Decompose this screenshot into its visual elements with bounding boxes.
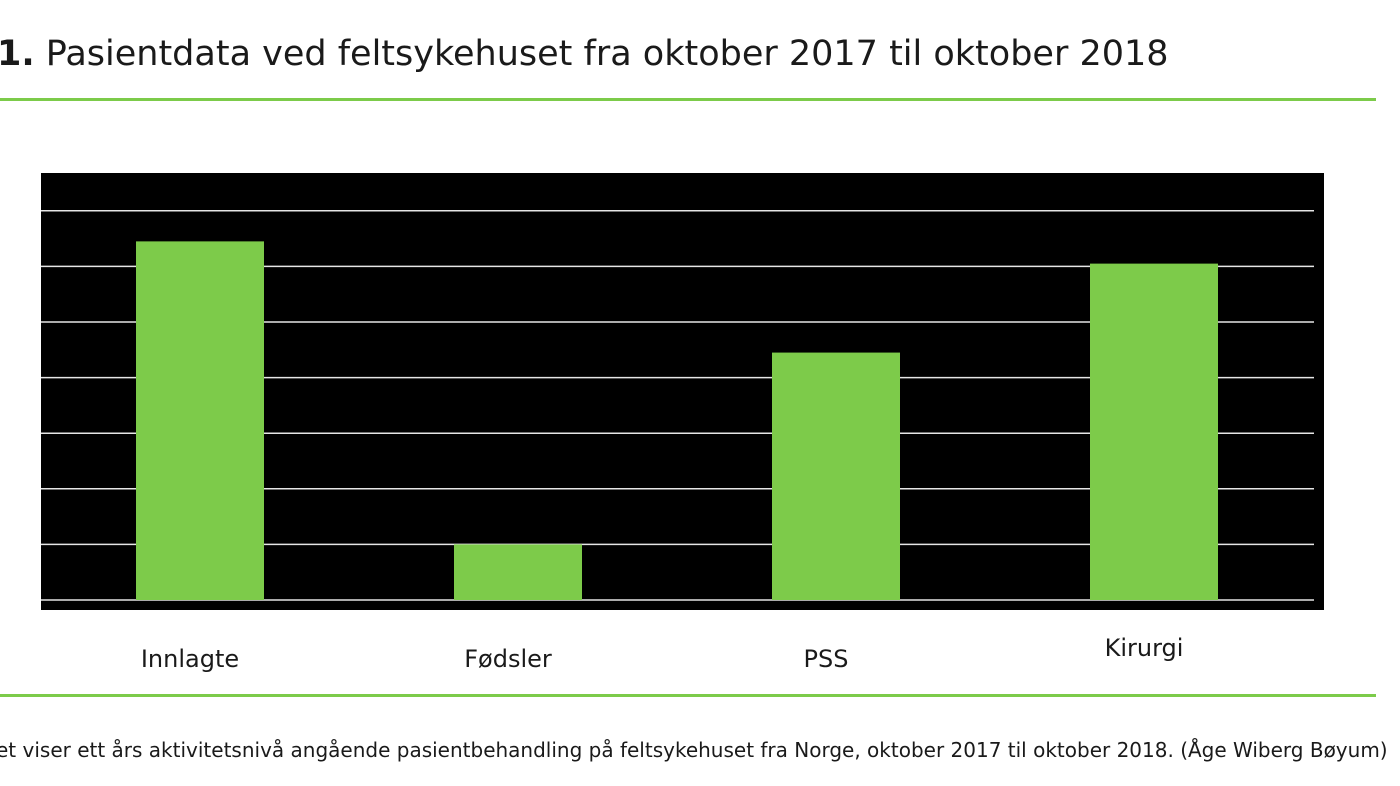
category-labels: Innlagte Fødsler PSS Kirurgi xyxy=(141,634,1184,673)
category-label: Kirurgi xyxy=(1105,634,1184,662)
category-label: Fødsler xyxy=(464,645,552,673)
bar-innlagte xyxy=(136,241,264,600)
bar-pss xyxy=(772,352,900,600)
bars xyxy=(136,241,1218,600)
figure-caption: et viser ett års aktivitetsnivå angående… xyxy=(0,738,1388,762)
bar-kirurgi xyxy=(1090,263,1218,600)
figure-title: 1. Pasientdata ved feltsykehuset fra okt… xyxy=(0,30,1169,78)
bar-chart: Innlagte Fødsler PSS Kirurgi xyxy=(41,173,1324,673)
figure-title-text: Pasientdata ved feltsykehuset fra oktobe… xyxy=(45,34,1169,74)
bar-fødsler xyxy=(454,544,582,600)
bottom-divider xyxy=(0,694,1376,697)
top-divider xyxy=(0,98,1376,101)
figure-number: 1. xyxy=(0,34,35,74)
category-label: PSS xyxy=(804,645,849,673)
category-label: Innlagte xyxy=(141,645,239,673)
